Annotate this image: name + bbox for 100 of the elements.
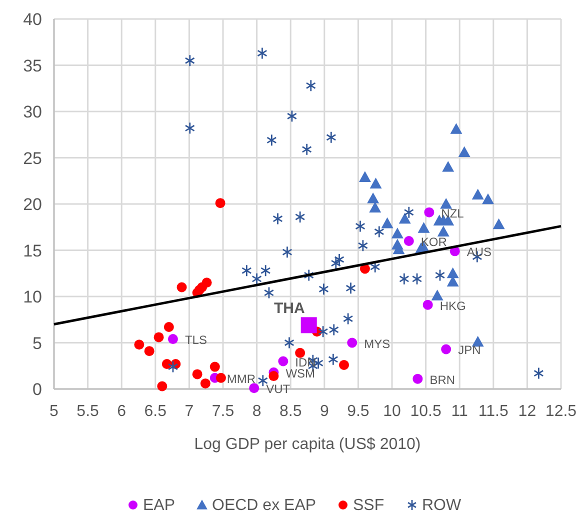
point — [210, 362, 220, 372]
annotation: MYS — [364, 336, 390, 351]
point — [295, 348, 306, 358]
point — [369, 202, 382, 212]
y-tick-label: 15 — [23, 241, 42, 260]
point — [192, 369, 202, 380]
annotation: TLS — [184, 333, 207, 348]
y-tick-label: 30 — [23, 102, 42, 122]
point — [374, 226, 384, 238]
x-tick-label: 11 — [451, 403, 468, 420]
point — [252, 272, 262, 286]
point — [264, 286, 274, 299]
point — [326, 131, 336, 144]
point — [367, 192, 380, 204]
point — [446, 267, 459, 278]
point — [431, 290, 444, 300]
point — [318, 282, 329, 296]
point — [157, 381, 168, 392]
point — [482, 193, 494, 204]
annotation: VUT — [266, 382, 291, 396]
point — [437, 226, 450, 237]
point — [300, 317, 317, 334]
point — [184, 122, 195, 134]
annotation: AUS — [466, 245, 492, 260]
point — [358, 239, 368, 252]
point — [339, 360, 350, 370]
x-tick-label: 5 — [50, 403, 59, 420]
annotation: WSM — [286, 366, 316, 380]
x-tick-label: 9.5 — [347, 403, 370, 420]
x-tick-label: 8.5 — [279, 403, 302, 420]
point — [442, 161, 454, 172]
y-tick-label: 35 — [23, 56, 42, 76]
x-axis-title: Log GDP per capita (US$ 2010) — [194, 436, 421, 453]
point — [334, 253, 344, 266]
point — [268, 371, 279, 382]
point — [450, 123, 462, 134]
point — [257, 47, 268, 60]
point — [412, 272, 422, 286]
point — [176, 282, 187, 292]
x-tick-label: 10.5 — [410, 403, 442, 420]
point — [370, 178, 382, 188]
point — [404, 206, 414, 219]
x-tick-label: 7.5 — [212, 403, 234, 420]
point — [342, 312, 354, 325]
point — [216, 372, 226, 383]
x-tick-label: 6.5 — [144, 403, 167, 420]
point — [404, 236, 414, 246]
point — [472, 336, 484, 347]
point — [266, 134, 277, 146]
point — [328, 353, 338, 366]
annotation: BRN — [430, 372, 456, 387]
point — [347, 338, 358, 348]
x-tick-label: 12.5 — [545, 403, 577, 420]
point — [424, 207, 434, 218]
legend-label: ROW — [422, 497, 462, 514]
point — [391, 228, 404, 238]
point — [434, 269, 446, 282]
point — [260, 264, 271, 277]
point — [412, 374, 423, 384]
point — [154, 332, 164, 342]
point — [358, 171, 371, 182]
point — [168, 360, 178, 373]
legend-label: SSF — [353, 497, 384, 514]
point — [168, 334, 178, 344]
point — [164, 322, 174, 332]
y-tick-label: 40 — [23, 10, 42, 29]
x-tick-label: 7 — [184, 403, 194, 420]
series-label: THA — [274, 300, 306, 318]
point — [294, 210, 306, 224]
point — [282, 246, 292, 258]
x-tick-label: 5.5 — [76, 403, 100, 420]
point — [184, 54, 195, 67]
point — [272, 212, 283, 225]
point — [422, 300, 433, 310]
point — [200, 378, 210, 388]
y-tick-label: 5 — [32, 334, 42, 353]
y-tick-label: 0 — [32, 380, 42, 399]
point — [134, 340, 144, 350]
point — [492, 218, 505, 230]
annotation: MMR — [226, 372, 256, 386]
legend-label: EAP — [143, 497, 176, 514]
point — [381, 217, 394, 228]
point — [472, 188, 484, 200]
x-tick-label: 11.5 — [478, 403, 508, 420]
point — [418, 222, 430, 233]
point — [215, 198, 226, 208]
annotation: KOR — [420, 235, 448, 249]
point — [318, 325, 328, 338]
x-tick-label: 9 — [320, 403, 329, 420]
x-tick-label: 10 — [383, 403, 401, 420]
point — [330, 257, 341, 270]
point — [328, 324, 339, 336]
point — [440, 198, 452, 209]
point — [286, 110, 298, 122]
point — [398, 212, 411, 224]
point — [284, 336, 294, 349]
point — [278, 356, 288, 366]
x-tick-label: 12 — [518, 403, 536, 420]
annotation: JPN — [458, 343, 481, 358]
point — [249, 383, 260, 394]
